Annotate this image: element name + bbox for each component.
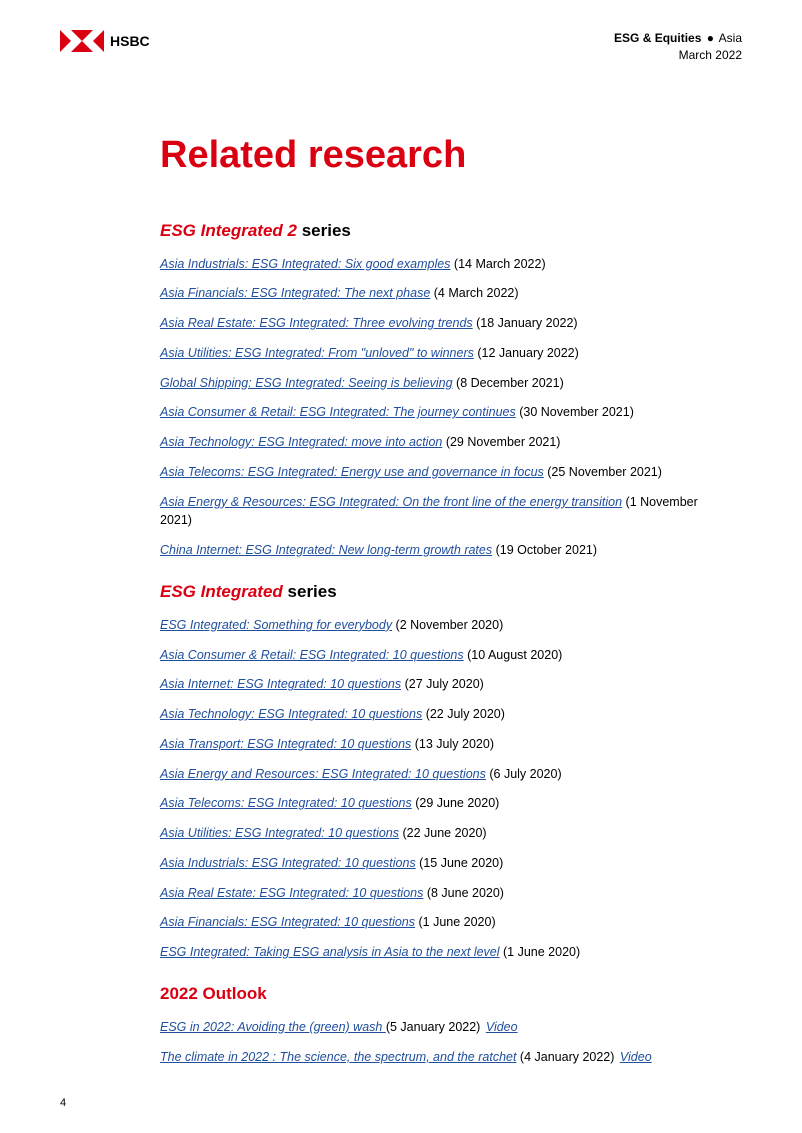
research-item: Asia Real Estate: ESG Integrated: Three … bbox=[160, 314, 722, 333]
research-date: (22 July 2020) bbox=[422, 707, 505, 721]
section-heading-emphasis: ESG Integrated bbox=[160, 582, 283, 601]
hsbc-logo-icon bbox=[60, 30, 104, 52]
research-item: Asia Financials: ESG Integrated: 10 ques… bbox=[160, 913, 722, 932]
research-date: (5 January 2022) bbox=[386, 1020, 484, 1034]
doc-date: March 2022 bbox=[614, 47, 742, 64]
sections-root: ESG Integrated 2 series Asia Industrials:… bbox=[160, 221, 722, 1067]
research-link[interactable]: Asia Industrials: ESG Integrated: Six go… bbox=[160, 257, 450, 271]
research-item: Asia Technology: ESG Integrated: move in… bbox=[160, 433, 722, 452]
research-link[interactable]: The climate in 2022 : The science, the s… bbox=[160, 1050, 516, 1064]
video-link[interactable]: Video bbox=[620, 1050, 652, 1064]
section-heading-emphasis: ESG Integrated 2 bbox=[160, 221, 297, 240]
research-link[interactable]: Asia Financials: ESG Integrated: The nex… bbox=[160, 286, 430, 300]
research-item: ESG Integrated: Something for everybody … bbox=[160, 616, 722, 635]
research-link[interactable]: Asia Real Estate: ESG Integrated: 10 que… bbox=[160, 886, 423, 900]
research-date: (18 January 2022) bbox=[473, 316, 578, 330]
research-item: Asia Financials: ESG Integrated: The nex… bbox=[160, 284, 722, 303]
research-link[interactable]: Global Shipping: ESG Integrated: Seeing … bbox=[160, 376, 453, 390]
research-link[interactable]: Asia Technology: ESG Integrated: move in… bbox=[160, 435, 442, 449]
research-link[interactable]: Asia Internet: ESG Integrated: 10 questi… bbox=[160, 677, 401, 691]
research-link[interactable]: ESG Integrated: Something for everybody bbox=[160, 618, 392, 632]
header-meta: ESG & Equities ● Asia March 2022 bbox=[614, 30, 742, 64]
research-item: China Internet: ESG Integrated: New long… bbox=[160, 541, 722, 560]
research-date: (1 June 2020) bbox=[500, 945, 581, 959]
research-item: The climate in 2022 : The science, the s… bbox=[160, 1048, 722, 1067]
research-date: (4 January 2022) bbox=[516, 1050, 617, 1064]
research-link[interactable]: Asia Financials: ESG Integrated: 10 ques… bbox=[160, 915, 415, 929]
research-item: Asia Utilities: ESG Integrated: From "un… bbox=[160, 344, 722, 363]
research-link[interactable]: Asia Energy and Resources: ESG Integrate… bbox=[160, 767, 486, 781]
research-date: (29 June 2020) bbox=[412, 796, 500, 810]
research-date: (8 June 2020) bbox=[423, 886, 504, 900]
page-container: HSBC ESG & Equities ● Asia March 2022 Re… bbox=[0, 0, 802, 1133]
research-date: (10 August 2020) bbox=[464, 648, 563, 662]
research-date: (12 January 2022) bbox=[474, 346, 579, 360]
research-item: Asia Energy & Resources: ESG Integrated:… bbox=[160, 493, 722, 531]
research-item: Asia Utilities: ESG Integrated: 10 quest… bbox=[160, 824, 722, 843]
research-date: (6 July 2020) bbox=[486, 767, 562, 781]
research-date: (30 November 2021) bbox=[516, 405, 634, 419]
research-date: (15 June 2020) bbox=[416, 856, 504, 870]
section-heading: ESG Integrated series bbox=[160, 582, 722, 602]
research-item: Asia Energy and Resources: ESG Integrate… bbox=[160, 765, 722, 784]
research-date: (14 March 2022) bbox=[450, 257, 545, 271]
section-heading-suffix: series bbox=[283, 582, 337, 601]
research-item: Asia Telecoms: ESG Integrated: Energy us… bbox=[160, 463, 722, 482]
research-item: Asia Industrials: ESG Integrated: Six go… bbox=[160, 255, 722, 274]
research-item: Asia Internet: ESG Integrated: 10 questi… bbox=[160, 675, 722, 694]
research-link[interactable]: China Internet: ESG Integrated: New long… bbox=[160, 543, 492, 557]
research-link[interactable]: Asia Consumer & Retail: ESG Integrated: … bbox=[160, 648, 464, 662]
page-title: Related research bbox=[160, 134, 722, 177]
research-link[interactable]: Asia Utilities: ESG Integrated: From "un… bbox=[160, 346, 474, 360]
research-date: (13 July 2020) bbox=[411, 737, 494, 751]
brand-logo-block: HSBC bbox=[60, 30, 150, 52]
research-date: (27 July 2020) bbox=[401, 677, 484, 691]
research-link[interactable]: Asia Real Estate: ESG Integrated: Three … bbox=[160, 316, 473, 330]
research-date: (8 December 2021) bbox=[453, 376, 564, 390]
bullet-separator: ● bbox=[707, 31, 714, 45]
research-link[interactable]: ESG in 2022: Avoiding the (green) wash bbox=[160, 1020, 386, 1034]
doc-category: ESG & Equities bbox=[614, 31, 701, 45]
research-date: (29 November 2021) bbox=[442, 435, 560, 449]
page-header: HSBC ESG & Equities ● Asia March 2022 bbox=[60, 30, 742, 64]
research-date: (25 November 2021) bbox=[544, 465, 662, 479]
research-item: Asia Industrials: ESG Integrated: 10 que… bbox=[160, 854, 722, 873]
research-item: Global Shipping: ESG Integrated: Seeing … bbox=[160, 374, 722, 393]
research-date: (2 November 2020) bbox=[392, 618, 503, 632]
main-content: Related research ESG Integrated 2 series… bbox=[60, 134, 742, 1067]
section-heading: 2022 Outlook bbox=[160, 984, 722, 1004]
research-link[interactable]: Asia Transport: ESG Integrated: 10 quest… bbox=[160, 737, 411, 751]
research-link[interactable]: Asia Telecoms: ESG Integrated: 10 questi… bbox=[160, 796, 412, 810]
video-link[interactable]: Video bbox=[486, 1020, 518, 1034]
research-item: Asia Technology: ESG Integrated: 10 ques… bbox=[160, 705, 722, 724]
research-item: Asia Transport: ESG Integrated: 10 quest… bbox=[160, 735, 722, 754]
research-link[interactable]: Asia Industrials: ESG Integrated: 10 que… bbox=[160, 856, 416, 870]
research-link[interactable]: Asia Technology: ESG Integrated: 10 ques… bbox=[160, 707, 422, 721]
brand-name: HSBC bbox=[110, 33, 150, 49]
doc-region: Asia bbox=[719, 31, 742, 45]
research-date: (1 June 2020) bbox=[415, 915, 496, 929]
page-number: 4 bbox=[60, 1097, 66, 1109]
research-item: Asia Consumer & Retail: ESG Integrated: … bbox=[160, 403, 722, 422]
research-item: ESG Integrated: Taking ESG analysis in A… bbox=[160, 943, 722, 962]
research-item: Asia Consumer & Retail: ESG Integrated: … bbox=[160, 646, 722, 665]
research-item: Asia Real Estate: ESG Integrated: 10 que… bbox=[160, 884, 722, 903]
research-link[interactable]: Asia Telecoms: ESG Integrated: Energy us… bbox=[160, 465, 544, 479]
research-link[interactable]: Asia Utilities: ESG Integrated: 10 quest… bbox=[160, 826, 399, 840]
section-heading: ESG Integrated 2 series bbox=[160, 221, 722, 241]
research-link[interactable]: ESG Integrated: Taking ESG analysis in A… bbox=[160, 945, 500, 959]
header-meta-line1: ESG & Equities ● Asia bbox=[614, 30, 742, 47]
research-item: Asia Telecoms: ESG Integrated: 10 questi… bbox=[160, 794, 722, 813]
research-link[interactable]: Asia Energy & Resources: ESG Integrated:… bbox=[160, 495, 622, 509]
research-date: (22 June 2020) bbox=[399, 826, 487, 840]
research-date: (4 March 2022) bbox=[430, 286, 518, 300]
research-link[interactable]: Asia Consumer & Retail: ESG Integrated: … bbox=[160, 405, 516, 419]
research-date: (19 October 2021) bbox=[492, 543, 597, 557]
research-item: ESG in 2022: Avoiding the (green) wash (… bbox=[160, 1018, 722, 1037]
section-heading-suffix: series bbox=[297, 221, 351, 240]
